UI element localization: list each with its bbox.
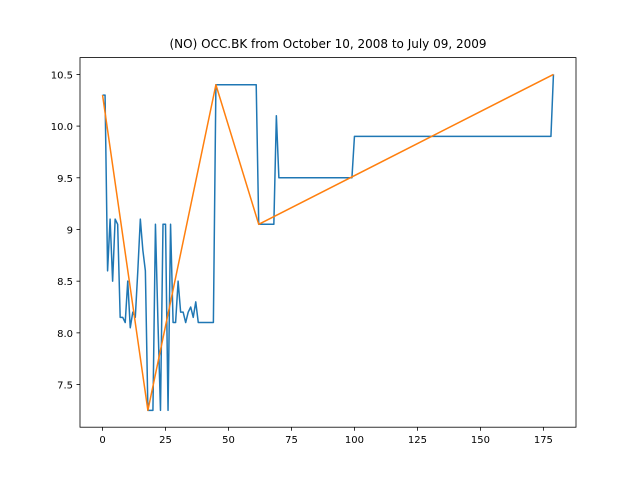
x-tick-label: 100 (345, 435, 364, 446)
line (101, 73, 554, 412)
y-tick-label: 8.0 (57, 329, 73, 340)
x-tick-label: 175 (534, 435, 553, 446)
y-tick-label: 9 (67, 225, 73, 236)
plot-frame (79, 57, 577, 428)
y-tick-label: 10.5 (51, 70, 73, 81)
y-tick-label: 10.0 (51, 122, 73, 133)
x-tick-label: 0 (99, 435, 105, 446)
x-tick-label: 25 (159, 435, 172, 446)
y-tick-label: 7.5 (57, 381, 73, 392)
x-tick-label: 150 (471, 435, 490, 446)
x-tick-label: 75 (285, 435, 298, 446)
x-tick-label: 125 (408, 435, 427, 446)
y-tick-label: 9.5 (57, 174, 73, 185)
y-tick-label: 8.5 (57, 277, 73, 288)
x-tick-label: 50 (222, 435, 235, 446)
line (102, 74, 555, 412)
chart-title: (NO) OCC.BK from October 10, 2008 to Jul… (169, 37, 486, 51)
